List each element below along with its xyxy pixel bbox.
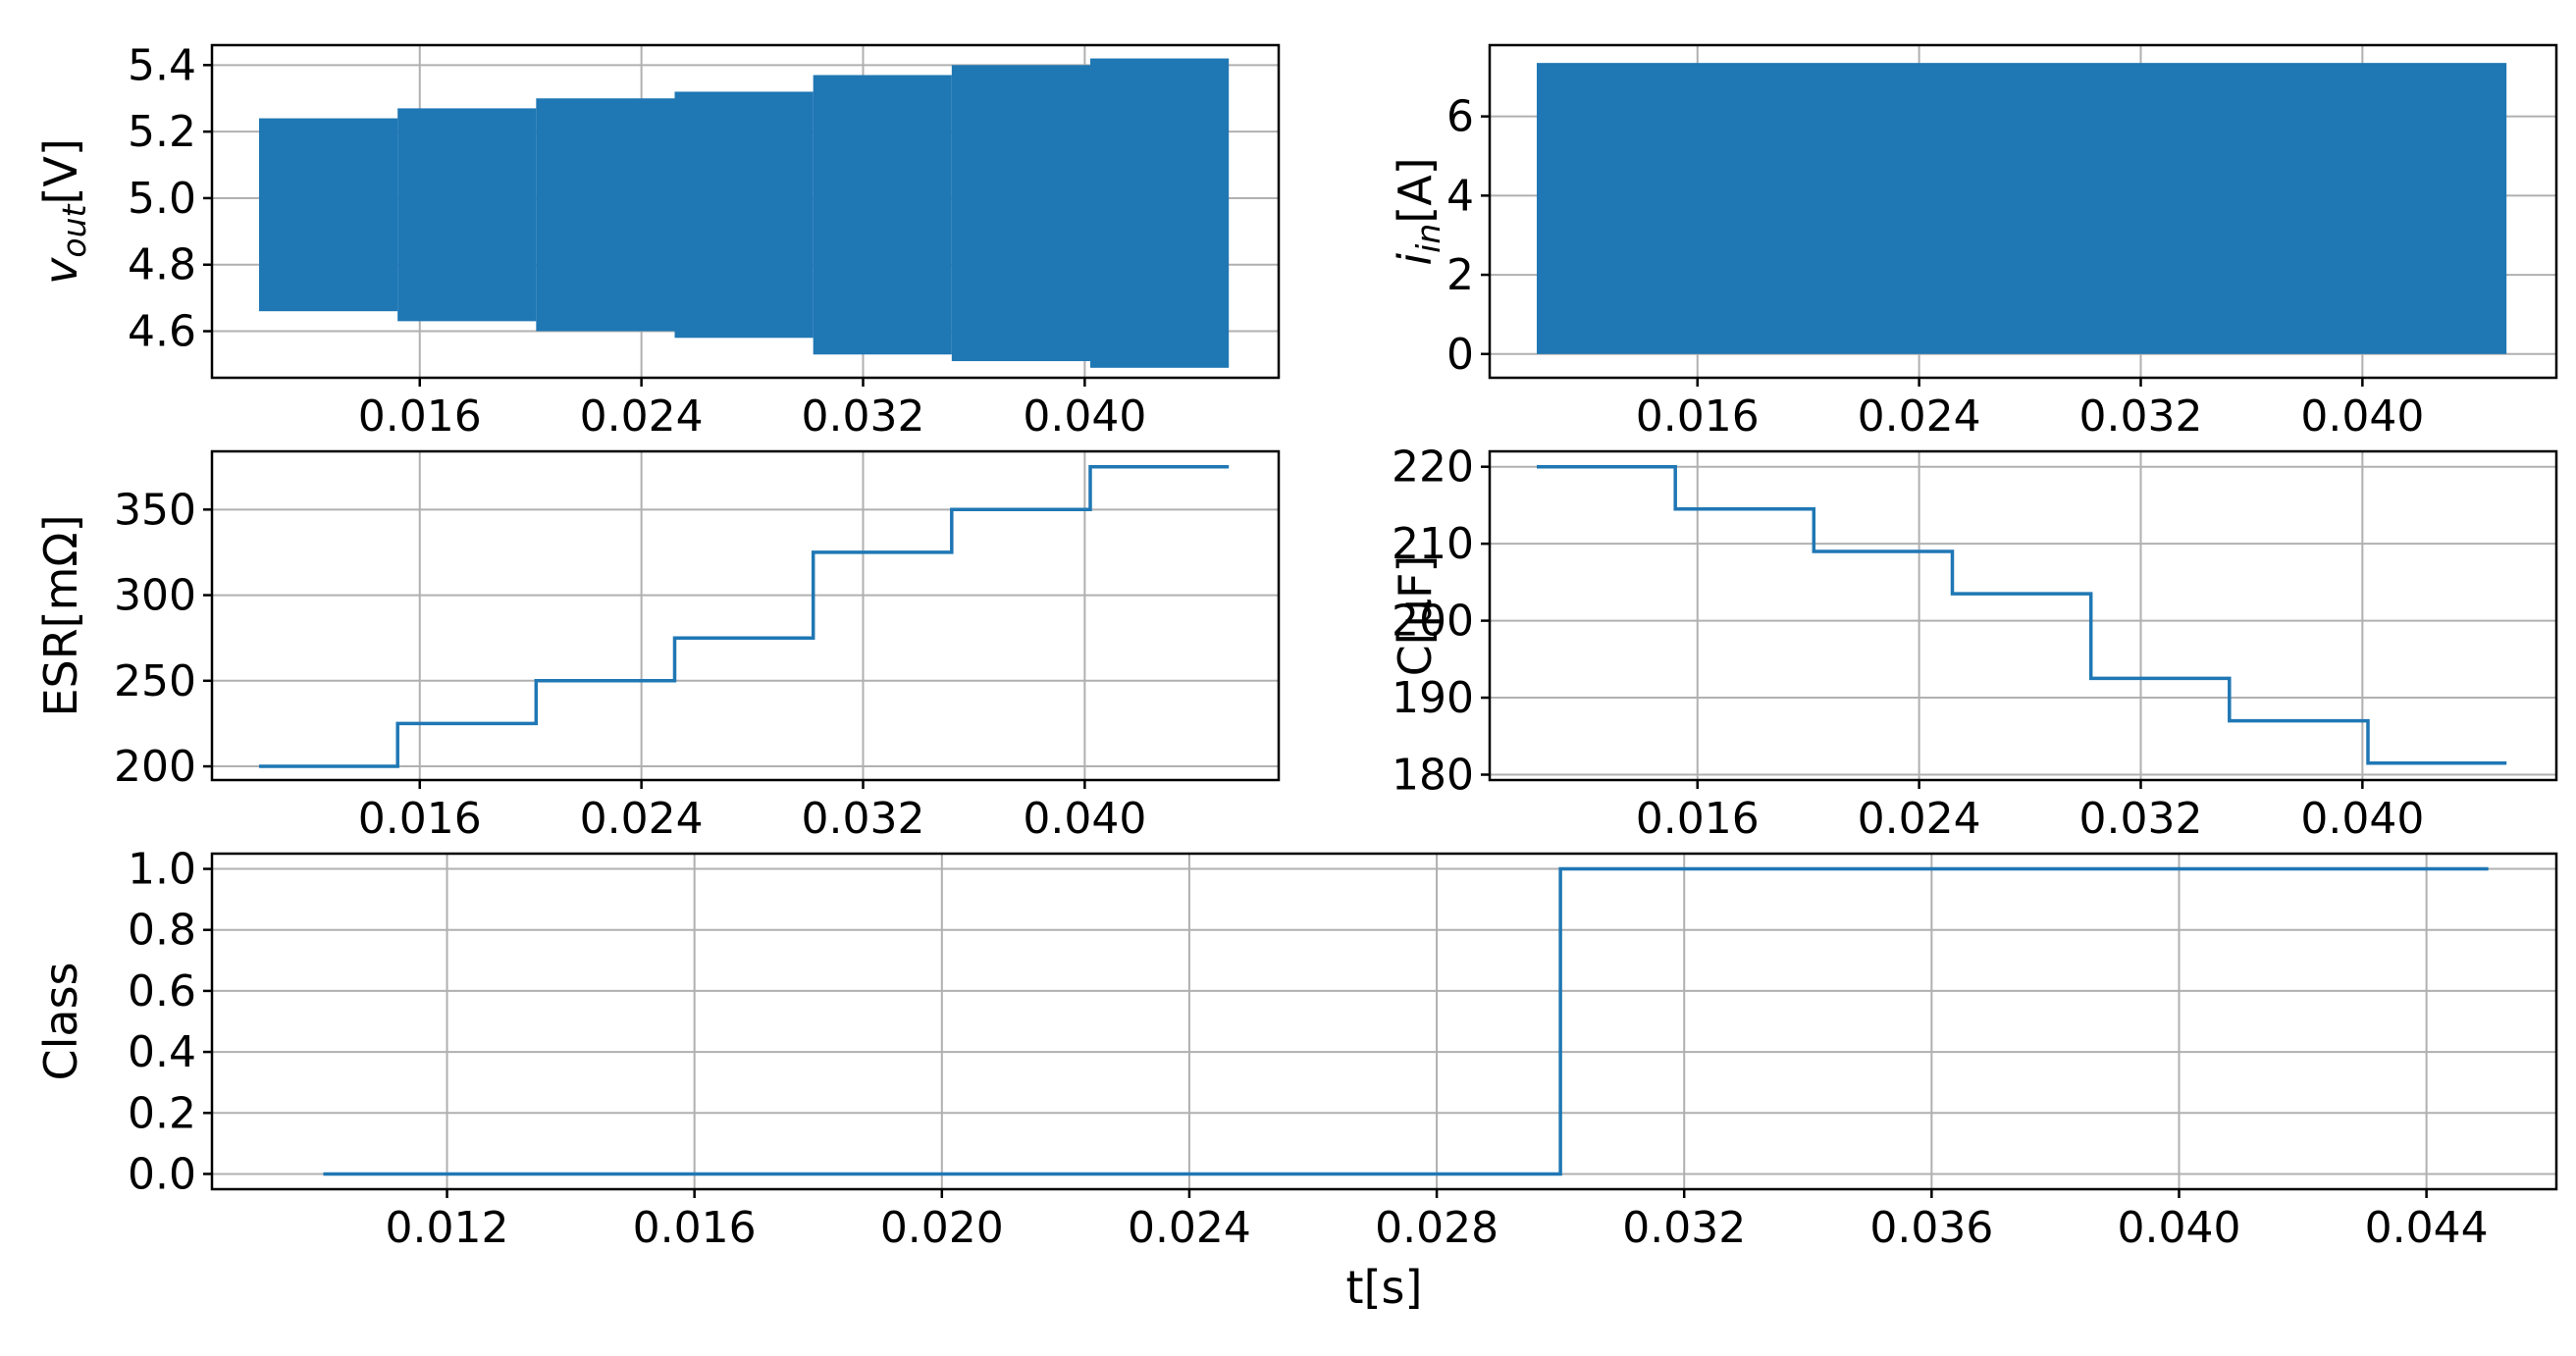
y-tick-label: 5.2	[128, 107, 196, 157]
y-tick-label: 1.0	[128, 845, 196, 895]
y-tick-label: 300	[114, 571, 196, 621]
class-series-line	[323, 866, 2489, 1176]
vout-band-segment	[1090, 58, 1230, 368]
y-tick-label: 220	[1392, 443, 1474, 493]
axes-frame	[210, 852, 2558, 1191]
y-tick-label: 4	[1446, 171, 1474, 221]
y-tick-label: 2	[1446, 250, 1474, 300]
y-tick-label: 200	[1392, 597, 1474, 647]
cap-series-line	[1537, 464, 2507, 765]
y-axis-label: vout[V]	[34, 138, 93, 285]
x-tick-label: 0.024	[580, 391, 704, 442]
x-tick-label: 0.016	[358, 794, 482, 844]
y-tick-label: 0.6	[128, 966, 196, 1017]
y-axis-label: iin[A]	[1389, 157, 1447, 265]
panel-esr: 0.016 0.024 0.032 0.040 200 250 300 350 ESR[mΩ]	[34, 449, 1281, 844]
x-tick-label: 0.032	[2079, 391, 2203, 442]
y-tick-label: 5.0	[128, 174, 196, 224]
y-tick-label: 5.4	[128, 40, 196, 90]
vout-band-segment	[951, 65, 1091, 362]
x-tick-label: 0.016	[1636, 391, 1760, 442]
y-tick-label: 0.0	[128, 1149, 196, 1199]
panel-iin: 0.016 0.024 0.032 0.040 0 2 4 6 iin[A]	[1389, 43, 2558, 442]
x-tick-label: 0.032	[802, 391, 925, 442]
x-tick-label: 0.040	[1023, 391, 1146, 442]
panel-vout: 0.016 0.024 0.032 0.040 4.6 4.8 5.0 5.2 5.4 vout[…	[34, 40, 1281, 442]
x-tick-label: 0.016	[633, 1203, 757, 1253]
y-tick-label: 0.4	[128, 1027, 196, 1077]
x-tick-label: 0.040	[2300, 391, 2424, 442]
y-tick-label: 0.2	[128, 1088, 196, 1138]
y-tick-label: 0	[1446, 330, 1474, 380]
y-tick-label: 180	[1392, 751, 1474, 801]
panel-cap: 0.016 0.024 0.032 0.040 180 190 200 210 220 C[µF]	[1389, 443, 2558, 844]
vout-band-segment	[536, 98, 675, 332]
y-tick-label: 4.8	[128, 240, 196, 290]
y-tick-label: 190	[1392, 673, 1474, 723]
esr-series-line	[259, 464, 1230, 768]
vout-band-segment	[813, 75, 952, 355]
axes-frame	[210, 449, 1281, 782]
axes-frame	[210, 43, 1281, 380]
axes-frame	[1488, 449, 2558, 782]
y-tick-label: 0.8	[128, 906, 196, 956]
y-tick-label: 350	[114, 485, 196, 535]
x-tick-label: 0.044	[2365, 1203, 2489, 1253]
x-tick-label: 0.032	[2079, 794, 2203, 844]
y-axis-label: C[µF]	[1389, 555, 1442, 677]
axes-frame	[1488, 43, 2558, 380]
y-axis-label: ESR[mΩ]	[34, 514, 87, 716]
x-tick-label: 0.040	[1023, 794, 1146, 844]
vout-band-segment	[397, 108, 537, 322]
x-tick-label: 0.040	[2118, 1203, 2241, 1253]
x-tick-label: 0.036	[1869, 1203, 1993, 1253]
x-tick-label: 0.016	[358, 391, 482, 442]
x-tick-label: 0.040	[2300, 794, 2424, 844]
x-axis-label: t[s]	[1346, 1261, 1423, 1314]
vout-band-segment	[258, 118, 398, 312]
y-tick-label: 200	[114, 742, 196, 792]
x-tick-label: 0.032	[1622, 1203, 1746, 1253]
x-tick-label: 0.032	[802, 794, 925, 844]
x-tick-label: 0.024	[1858, 794, 1981, 844]
y-axis-label: Class	[34, 962, 87, 1080]
x-tick-label: 0.016	[1636, 794, 1760, 844]
x-tick-label: 0.024	[580, 794, 704, 844]
y-tick-label: 250	[114, 656, 196, 706]
x-tick-label: 0.012	[386, 1203, 509, 1253]
x-tick-label: 0.024	[1858, 391, 1981, 442]
x-tick-label: 0.024	[1128, 1203, 1251, 1253]
y-tick-label: 4.6	[128, 307, 196, 357]
x-tick-label: 0.028	[1375, 1203, 1498, 1253]
panel-class: 0.012 0.016 0.020 0.024 0.028 0.032 0.036 0.040…	[34, 845, 2558, 1314]
y-tick-label: 210	[1392, 519, 1474, 569]
y-tick-label: 6	[1446, 92, 1474, 142]
iin-band-segment	[1536, 63, 2507, 354]
x-tick-label: 0.020	[880, 1203, 1004, 1253]
vout-band-segment	[674, 91, 814, 339]
